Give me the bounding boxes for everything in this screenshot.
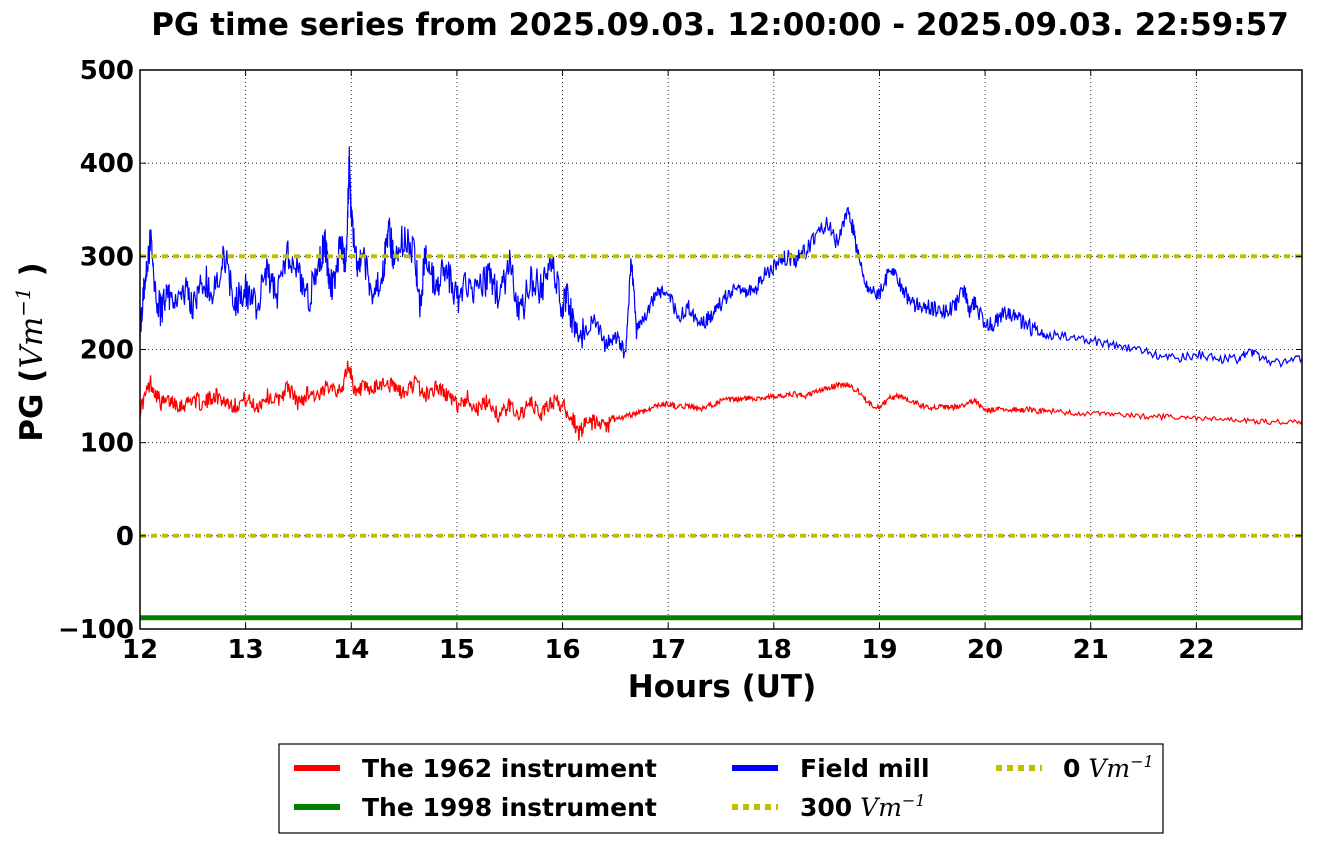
y-tick-label: 100: [80, 429, 134, 459]
y-axis-label-unit: Vm: [14, 317, 50, 369]
series-line-field-mill: [139, 146, 1303, 369]
y-tick-label: 400: [80, 149, 134, 179]
y-tick-label: −100: [58, 615, 134, 645]
series-layer: [139, 146, 1303, 621]
legend-label-field-mill: Field mill: [800, 754, 930, 783]
y-axis-label-text: PG: [14, 394, 50, 442]
series-line-1962: [139, 360, 1303, 441]
y-axis-label: PG (Vm−1 ): [11, 262, 50, 441]
x-tick-label: 21: [1073, 635, 1109, 665]
legend-label-1998: The 1998 instrument: [362, 793, 657, 822]
y-tick-label: 0: [116, 522, 134, 552]
y-axis-label-exp: −1: [11, 287, 35, 316]
legend: The 1962 instrument The 1998 instrument …: [278, 743, 1164, 834]
x-tick-label: 13: [228, 635, 264, 665]
legend-label-1962: The 1962 instrument: [362, 754, 657, 783]
x-tick-label: 20: [967, 635, 1003, 665]
x-axis-label: Hours (UT): [628, 669, 817, 705]
y-tick-label: 200: [80, 336, 134, 366]
x-tick-label: 22: [1178, 635, 1214, 665]
x-tick-label: 12: [122, 635, 158, 665]
x-tick-label: 14: [333, 635, 369, 665]
y-tick-label: 300: [80, 242, 134, 272]
x-tick-label: 16: [544, 635, 580, 665]
legend-label-300: 300 Vm−1: [800, 791, 926, 822]
y-tick-label: 500: [80, 56, 134, 86]
y-axis-ticks: −100 0 100 200 300 400 500: [58, 56, 1302, 645]
legend-label-0: 0 Vm−1: [1063, 752, 1154, 783]
x-tick-label: 17: [650, 635, 686, 665]
x-tick-label: 18: [756, 635, 792, 665]
legend-box: [278, 743, 1164, 834]
x-tick-label: 15: [439, 635, 475, 665]
chart-title: PG time series from 2025.09.03. 12:00:00…: [151, 7, 1289, 43]
y-axis-label-group: PG (Vm−1 ): [11, 262, 50, 441]
x-axis-ticks: 12 13 14 15 16 17 18 19 20 21 22: [122, 70, 1214, 665]
x-tick-label: 19: [861, 635, 897, 665]
